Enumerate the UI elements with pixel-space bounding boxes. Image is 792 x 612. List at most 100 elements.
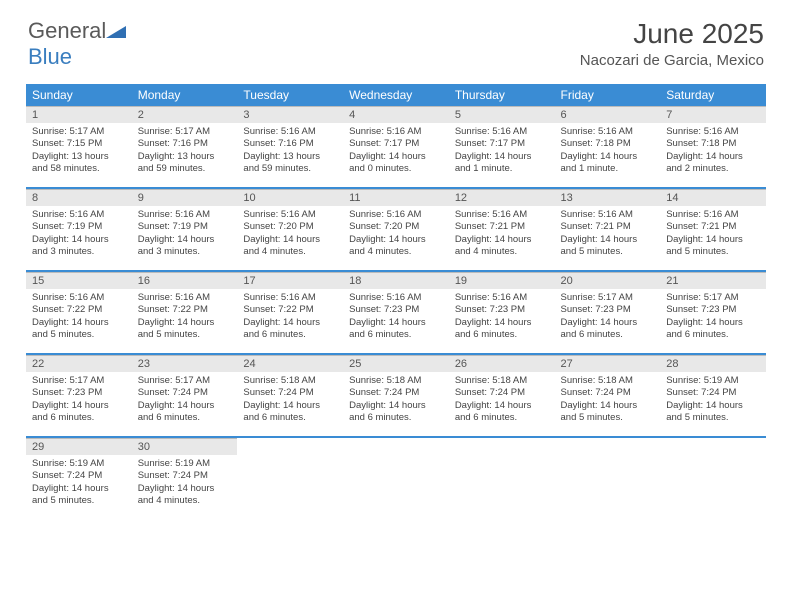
daylight-text: Daylight: 14 hours: [138, 234, 232, 246]
sunset-text: Sunset: 7:23 PM: [455, 304, 549, 316]
day-number: 9: [132, 189, 238, 206]
sunrise-text: Sunrise: 5:16 AM: [561, 209, 655, 221]
daylight-text2: and 6 minutes.: [138, 412, 232, 424]
day-number: 29: [26, 438, 132, 455]
daylight-text: Daylight: 14 hours: [138, 317, 232, 329]
day-details: Sunrise: 5:16 AMSunset: 7:16 PMDaylight:…: [237, 123, 343, 179]
sunset-text: Sunset: 7:20 PM: [243, 221, 337, 233]
day-number: 13: [555, 189, 661, 206]
sunset-text: Sunset: 7:22 PM: [243, 304, 337, 316]
calendar-day: 26Sunrise: 5:18 AMSunset: 7:24 PMDayligh…: [449, 355, 555, 437]
sunrise-text: Sunrise: 5:17 AM: [561, 292, 655, 304]
weekday-header: Wednesday: [343, 84, 449, 106]
day-details: Sunrise: 5:16 AMSunset: 7:17 PMDaylight:…: [449, 123, 555, 179]
sunset-text: Sunset: 7:19 PM: [138, 221, 232, 233]
daylight-text: Daylight: 13 hours: [243, 151, 337, 163]
calendar-day: 17Sunrise: 5:16 AMSunset: 7:22 PMDayligh…: [237, 272, 343, 354]
day-number: 6: [555, 106, 661, 123]
sunrise-text: Sunrise: 5:16 AM: [455, 209, 549, 221]
daylight-text2: and 5 minutes.: [561, 412, 655, 424]
sunset-text: Sunset: 7:24 PM: [349, 387, 443, 399]
daylight-text: Daylight: 14 hours: [243, 234, 337, 246]
daylight-text: Daylight: 14 hours: [349, 317, 443, 329]
calendar-empty: [449, 438, 555, 520]
daylight-text: Daylight: 14 hours: [455, 151, 549, 163]
brand-logo: GeneralBlue: [28, 18, 126, 70]
calendar-day: 22Sunrise: 5:17 AMSunset: 7:23 PMDayligh…: [26, 355, 132, 437]
day-number: 20: [555, 272, 661, 289]
sunrise-text: Sunrise: 5:16 AM: [666, 209, 760, 221]
day-details: Sunrise: 5:16 AMSunset: 7:18 PMDaylight:…: [660, 123, 766, 179]
daylight-text: Daylight: 14 hours: [243, 317, 337, 329]
brand-text: GeneralBlue: [28, 18, 126, 70]
calendar-day: 16Sunrise: 5:16 AMSunset: 7:22 PMDayligh…: [132, 272, 238, 354]
sunrise-text: Sunrise: 5:16 AM: [243, 126, 337, 138]
sunrise-text: Sunrise: 5:16 AM: [243, 292, 337, 304]
calendar-day: 11Sunrise: 5:16 AMSunset: 7:20 PMDayligh…: [343, 189, 449, 271]
sunrise-text: Sunrise: 5:16 AM: [243, 209, 337, 221]
daylight-text2: and 59 minutes.: [243, 163, 337, 175]
sunset-text: Sunset: 7:18 PM: [561, 138, 655, 150]
daylight-text2: and 6 minutes.: [455, 412, 549, 424]
daylight-text: Daylight: 14 hours: [561, 151, 655, 163]
day-number: 4: [343, 106, 449, 123]
calendar-week: 22Sunrise: 5:17 AMSunset: 7:23 PMDayligh…: [26, 355, 766, 437]
calendar-day: 9Sunrise: 5:16 AMSunset: 7:19 PMDaylight…: [132, 189, 238, 271]
day-number: 18: [343, 272, 449, 289]
daylight-text2: and 0 minutes.: [349, 163, 443, 175]
sunrise-text: Sunrise: 5:19 AM: [32, 458, 126, 470]
sunset-text: Sunset: 7:24 PM: [455, 387, 549, 399]
daylight-text2: and 6 minutes.: [349, 412, 443, 424]
sunset-text: Sunset: 7:18 PM: [666, 138, 760, 150]
daylight-text2: and 2 minutes.: [666, 163, 760, 175]
day-details: Sunrise: 5:17 AMSunset: 7:16 PMDaylight:…: [132, 123, 238, 179]
day-details: Sunrise: 5:16 AMSunset: 7:22 PMDaylight:…: [237, 289, 343, 345]
sunrise-text: Sunrise: 5:16 AM: [561, 126, 655, 138]
day-number: 27: [555, 355, 661, 372]
day-details: Sunrise: 5:17 AMSunset: 7:23 PMDaylight:…: [660, 289, 766, 345]
calendar-day: 12Sunrise: 5:16 AMSunset: 7:21 PMDayligh…: [449, 189, 555, 271]
sunset-text: Sunset: 7:22 PM: [32, 304, 126, 316]
daylight-text2: and 5 minutes.: [666, 412, 760, 424]
day-details: Sunrise: 5:16 AMSunset: 7:23 PMDaylight:…: [449, 289, 555, 345]
day-number: 21: [660, 272, 766, 289]
location-label: Nacozari de Garcia, Mexico: [580, 52, 764, 69]
day-details: Sunrise: 5:19 AMSunset: 7:24 PMDaylight:…: [660, 372, 766, 428]
title-block: June 2025 Nacozari de Garcia, Mexico: [580, 18, 764, 69]
day-details: Sunrise: 5:17 AMSunset: 7:15 PMDaylight:…: [26, 123, 132, 179]
sunrise-text: Sunrise: 5:16 AM: [32, 209, 126, 221]
day-details: Sunrise: 5:16 AMSunset: 7:18 PMDaylight:…: [555, 123, 661, 179]
calendar-day: 4Sunrise: 5:16 AMSunset: 7:17 PMDaylight…: [343, 106, 449, 188]
daylight-text2: and 5 minutes.: [561, 246, 655, 258]
sunrise-text: Sunrise: 5:16 AM: [32, 292, 126, 304]
sunset-text: Sunset: 7:21 PM: [561, 221, 655, 233]
daylight-text: Daylight: 14 hours: [455, 317, 549, 329]
triangle-icon: [106, 18, 126, 44]
daylight-text: Daylight: 14 hours: [32, 400, 126, 412]
calendar-day: 10Sunrise: 5:16 AMSunset: 7:20 PMDayligh…: [237, 189, 343, 271]
sunset-text: Sunset: 7:21 PM: [455, 221, 549, 233]
daylight-text2: and 4 minutes.: [243, 246, 337, 258]
daylight-text2: and 5 minutes.: [666, 246, 760, 258]
calendar-day: 2Sunrise: 5:17 AMSunset: 7:16 PMDaylight…: [132, 106, 238, 188]
sunrise-text: Sunrise: 5:16 AM: [455, 292, 549, 304]
calendar-day: 7Sunrise: 5:16 AMSunset: 7:18 PMDaylight…: [660, 106, 766, 188]
day-number: 30: [132, 438, 238, 455]
sunset-text: Sunset: 7:17 PM: [455, 138, 549, 150]
sunrise-text: Sunrise: 5:18 AM: [561, 375, 655, 387]
calendar-day: 5Sunrise: 5:16 AMSunset: 7:17 PMDaylight…: [449, 106, 555, 188]
day-number: 24: [237, 355, 343, 372]
calendar-day: 14Sunrise: 5:16 AMSunset: 7:21 PMDayligh…: [660, 189, 766, 271]
sunrise-text: Sunrise: 5:18 AM: [455, 375, 549, 387]
sunset-text: Sunset: 7:24 PM: [561, 387, 655, 399]
calendar-empty: [237, 438, 343, 520]
calendar-day: 8Sunrise: 5:16 AMSunset: 7:19 PMDaylight…: [26, 189, 132, 271]
calendar-day: 28Sunrise: 5:19 AMSunset: 7:24 PMDayligh…: [660, 355, 766, 437]
calendar-week: 1Sunrise: 5:17 AMSunset: 7:15 PMDaylight…: [26, 106, 766, 188]
day-details: Sunrise: 5:17 AMSunset: 7:24 PMDaylight:…: [132, 372, 238, 428]
sunrise-text: Sunrise: 5:17 AM: [32, 126, 126, 138]
calendar-day: 24Sunrise: 5:18 AMSunset: 7:24 PMDayligh…: [237, 355, 343, 437]
sunset-text: Sunset: 7:24 PM: [243, 387, 337, 399]
calendar-day: 3Sunrise: 5:16 AMSunset: 7:16 PMDaylight…: [237, 106, 343, 188]
sunset-text: Sunset: 7:24 PM: [138, 470, 232, 482]
